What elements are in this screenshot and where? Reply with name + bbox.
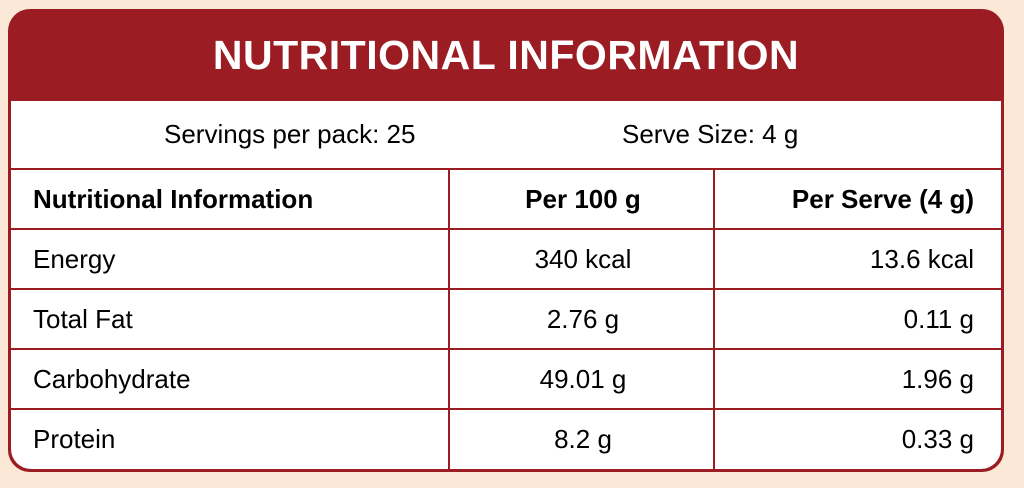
table-row-carbohydrate: Carbohydrate 49.01 g 1.96 g (11, 349, 1001, 409)
per-serve-value: 13.6 kcal (869, 243, 974, 274)
servings-info: Servings per pack: 25 Serve Size: 4 g (11, 101, 1001, 168)
per-100g-value: 2.76 g (546, 303, 620, 334)
panel-title: NUTRITIONAL INFORMATION (212, 31, 800, 78)
header-per-serve: Per Serve (4 g) (791, 183, 974, 214)
serve-size: Serve Size: 4 g (622, 119, 799, 149)
table-divider (11, 288, 1001, 290)
per-serve-value: 0.33 g (901, 423, 974, 454)
column-divider (713, 168, 715, 469)
nutrition-panel: NUTRITIONAL INFORMATION Servings per pac… (8, 9, 1004, 472)
table-row-protein: Protein 8.2 g 0.33 g (11, 409, 1001, 469)
per-100g-value: 49.01 g (539, 363, 627, 394)
header-nutritional-information: Nutritional Information (33, 183, 314, 214)
nutrition-table-container: Servings per pack: 25 Serve Size: 4 g Nu… (11, 101, 1001, 469)
table-row-total-fat: Total Fat 2.76 g 0.11 g (11, 289, 1001, 349)
table-divider (11, 408, 1001, 410)
table-divider (11, 348, 1001, 350)
nutrition-table: Nutritional Information Per 100 g Per Se… (11, 168, 1001, 469)
table-divider (11, 228, 1001, 230)
servings-per-pack: Servings per pack: 25 (164, 119, 416, 149)
nutrient-name: Total Fat (33, 303, 133, 334)
nutrient-name: Protein (33, 423, 116, 454)
per-serve-value: 0.11 g (903, 303, 974, 334)
column-divider (448, 168, 450, 469)
nutrient-name: Energy (33, 243, 116, 274)
table-header-row: Nutritional Information Per 100 g Per Se… (11, 169, 1001, 229)
per-100g-value: 340 kcal (534, 243, 632, 274)
nutrient-name: Carbohydrate (33, 363, 191, 394)
per-serve-value: 1.96 g (901, 363, 974, 394)
table-row-energy: Energy 340 kcal 13.6 kcal (11, 229, 1001, 289)
header-per-100g: Per 100 g (525, 183, 641, 214)
table-divider (11, 168, 1001, 170)
per-100g-value: 8.2 g (554, 423, 612, 454)
